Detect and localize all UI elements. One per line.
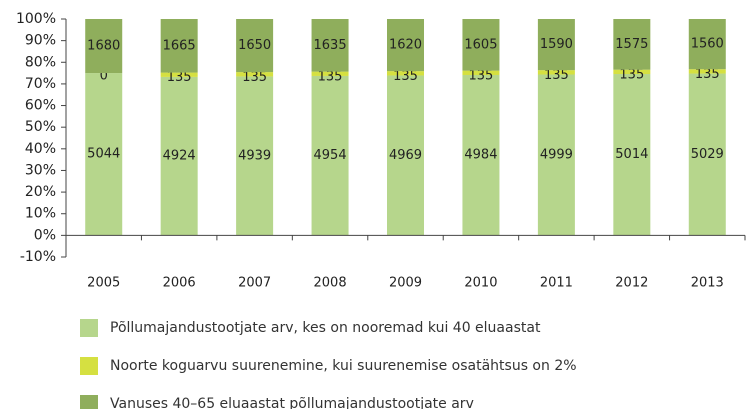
bar-segment — [537, 74, 575, 236]
x-tick-label: 2007 — [238, 276, 271, 291]
data-label: 135 — [619, 67, 644, 82]
data-label: 1665 — [163, 38, 196, 53]
y-tick-label: 50% — [25, 119, 56, 135]
y-tick-label: 30% — [25, 162, 56, 178]
bar-segment — [85, 19, 123, 74]
data-label: 4939 — [238, 148, 271, 163]
bar-segment — [462, 19, 500, 71]
data-label: 135 — [167, 70, 192, 85]
x-tick-label: 2006 — [163, 276, 196, 291]
bar-segment — [160, 72, 198, 77]
data-label: 4984 — [464, 148, 497, 163]
x-tick-label: 2009 — [389, 276, 422, 291]
y-tick-label: 0% — [34, 227, 56, 243]
data-label: 1620 — [389, 38, 422, 53]
bar-segment — [462, 70, 500, 75]
legend-swatch — [80, 319, 98, 337]
y-tick-label: 60% — [25, 98, 56, 114]
legend-label: Vanuses 40–65 eluaastat põllumajandustoo… — [110, 396, 474, 409]
bar-segment — [688, 73, 726, 236]
y-tick-label: 70% — [25, 76, 56, 92]
bar-segment — [613, 74, 651, 236]
y-tick-label: -10% — [20, 249, 56, 265]
data-label: 4924 — [163, 149, 196, 164]
bar-segment — [160, 19, 198, 73]
x-tick-label: 2010 — [464, 276, 497, 291]
legend-label: Noorte koguarvu suurenemine, kui suurene… — [110, 358, 577, 374]
data-label: 1560 — [691, 37, 724, 52]
data-label: 5029 — [691, 147, 724, 162]
data-label: 1680 — [87, 39, 120, 54]
data-label: 135 — [695, 67, 720, 82]
data-label: 135 — [544, 68, 569, 83]
y-tick-label: 80% — [25, 54, 56, 70]
data-label: 135 — [393, 69, 418, 84]
data-label: 1605 — [464, 37, 497, 52]
x-tick-label: 2013 — [691, 276, 724, 291]
bar-segment — [537, 19, 575, 71]
bar-segment — [537, 70, 575, 75]
data-label: 1650 — [238, 38, 271, 53]
bar-segment — [236, 72, 274, 77]
bar-segment — [311, 71, 349, 76]
data-label: 135 — [318, 69, 343, 84]
data-label: 135 — [469, 68, 494, 83]
y-tick-label: 20% — [25, 184, 56, 200]
data-label: 4954 — [314, 148, 347, 163]
data-label: 1635 — [314, 38, 347, 53]
bar-segment — [613, 69, 651, 75]
legend-label: Põllumajandustootjate arv, kes on noorem… — [110, 320, 541, 336]
data-label: 135 — [242, 70, 267, 85]
bar-segment — [688, 69, 726, 74]
bar-segment — [462, 74, 500, 236]
legend-swatch — [80, 357, 98, 375]
data-label: 1575 — [615, 37, 648, 52]
bar-segment — [613, 19, 651, 70]
y-tick-label: 10% — [25, 206, 56, 222]
data-label: 0 — [100, 69, 108, 84]
bar-segment — [236, 76, 274, 236]
y-tick-label: 100% — [16, 11, 56, 27]
bar-segment — [387, 75, 424, 236]
bar-segment — [236, 19, 274, 73]
y-tick-label: 40% — [25, 141, 56, 157]
bar-segment — [160, 76, 198, 236]
data-label: 5014 — [615, 147, 648, 162]
bar-segment — [85, 73, 123, 236]
x-tick-label: 2008 — [314, 276, 347, 291]
data-label: 4999 — [540, 147, 573, 162]
legend-swatch — [80, 395, 98, 409]
bar-segment — [387, 19, 424, 72]
data-label: 1590 — [540, 37, 573, 52]
bar-segment — [311, 19, 349, 72]
data-label: 4969 — [389, 148, 422, 163]
bar-segment — [688, 19, 726, 70]
x-tick-label: 2005 — [87, 276, 120, 291]
bar-segment — [311, 75, 349, 236]
bar-segment — [387, 71, 424, 76]
data-label: 5044 — [87, 147, 120, 162]
x-tick-label: 2012 — [615, 276, 648, 291]
y-tick-label: 90% — [25, 33, 56, 49]
x-tick-label: 2011 — [540, 276, 573, 291]
